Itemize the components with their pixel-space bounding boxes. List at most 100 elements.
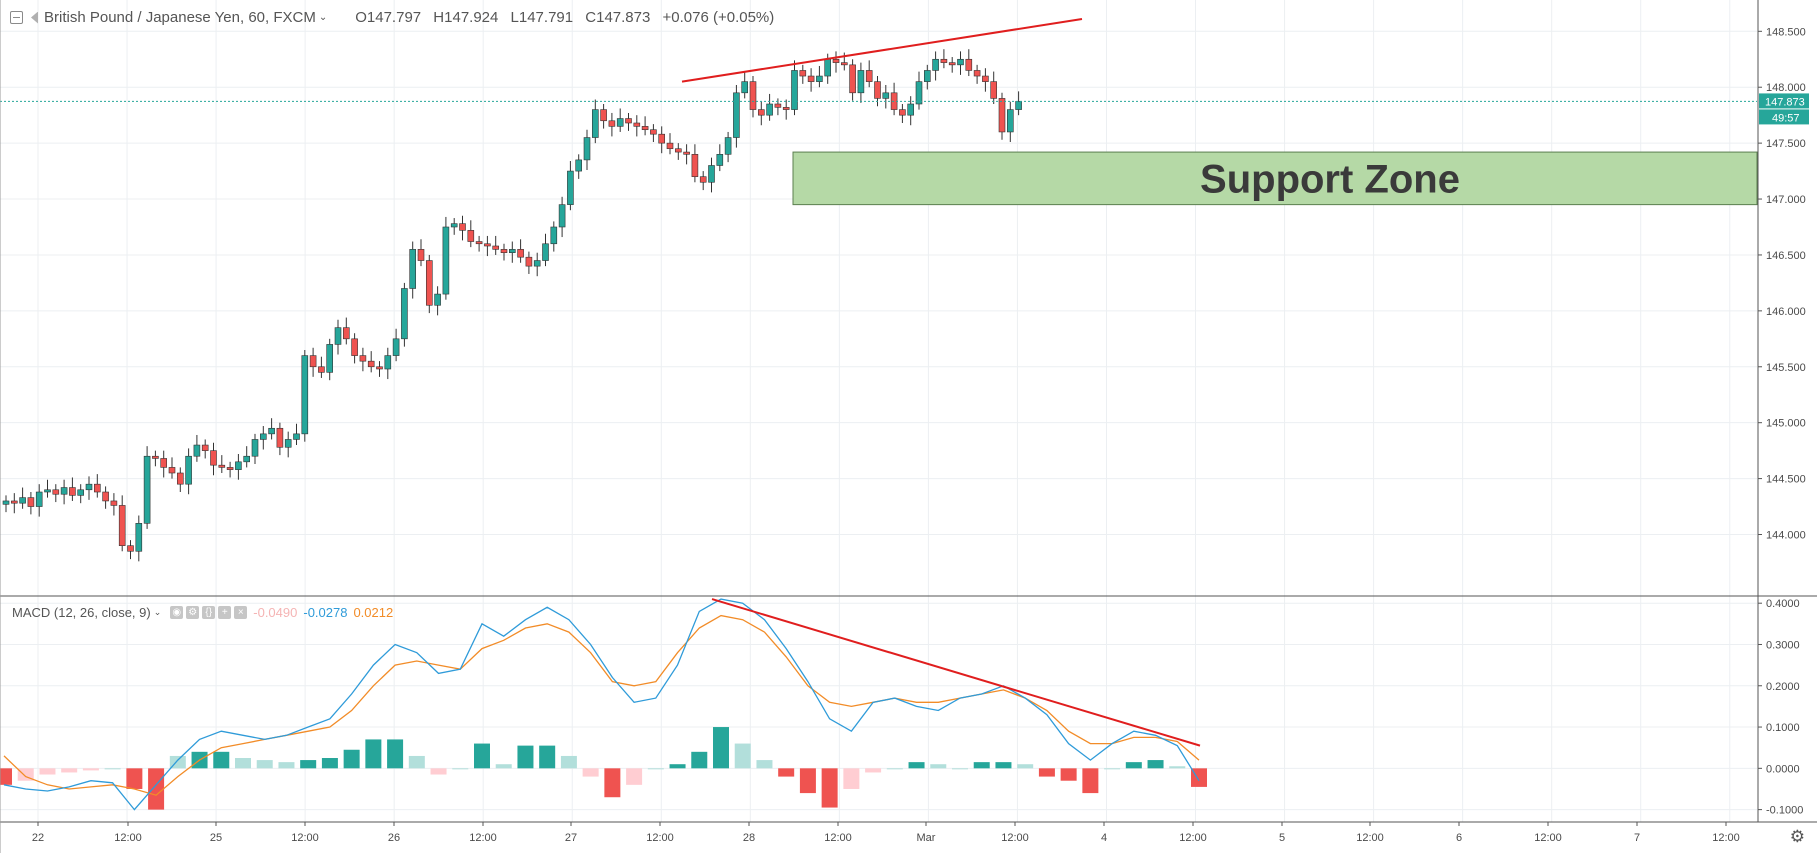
more-icon[interactable]: + <box>218 606 232 619</box>
gear-icon[interactable]: ⚙ <box>1789 827 1805 846</box>
candle <box>633 115 641 137</box>
candle-body <box>27 497 35 507</box>
candle <box>417 239 425 267</box>
candle-body <box>716 154 724 166</box>
histogram-bar <box>343 749 360 769</box>
candle <box>201 439 209 459</box>
chevron-down-icon[interactable]: ⌄ <box>318 12 328 23</box>
candle <box>791 60 798 116</box>
flag-icon[interactable] <box>31 11 38 24</box>
histogram-bar <box>235 758 251 769</box>
candle <box>517 239 524 263</box>
histogram-bar <box>1125 762 1142 769</box>
candle <box>965 49 973 77</box>
candle-body <box>69 487 76 496</box>
candle-body <box>899 109 906 116</box>
candle-body <box>102 491 109 502</box>
candle <box>683 144 690 165</box>
x-tick-label: 12:00 <box>291 832 319 844</box>
histogram-bar <box>104 768 121 770</box>
candle <box>168 457 176 479</box>
candle-body <box>268 427 275 435</box>
candle-body <box>467 230 475 242</box>
candle <box>899 103 906 124</box>
candle <box>666 133 674 155</box>
price-tag-bg <box>1759 93 1809 109</box>
candle-body <box>600 109 607 122</box>
candle <box>243 446 250 468</box>
candle <box>52 484 60 503</box>
chevron-down-icon[interactable]: ⌄ <box>153 607 162 617</box>
ohlc-values: O147.797 H147.924 L147.791 C147.873 +0.0… <box>355 9 782 26</box>
candle <box>342 317 350 345</box>
candle <box>973 64 981 84</box>
histogram-bar <box>1060 768 1077 781</box>
candle-body <box>874 81 881 99</box>
candle-body <box>459 223 466 231</box>
histogram-bar <box>387 739 404 769</box>
time-axis[interactable]: 22 12:00 25 12:00 26 12:00 27 12:00 28 12:00 Mar 12… <box>32 822 1740 844</box>
candle-body <box>401 288 408 340</box>
histogram-bar <box>843 768 860 789</box>
candle-body <box>633 122 641 127</box>
candle <box>226 461 234 478</box>
candle-body <box>915 81 923 105</box>
candle-body <box>434 293 441 306</box>
visibility-icon[interactable]: ◉ <box>170 606 184 619</box>
candle <box>135 515 143 562</box>
candle <box>235 453 242 480</box>
candle-body <box>625 118 632 124</box>
countdown-tag-value: 49:57 <box>1772 112 1800 124</box>
candle <box>583 129 591 170</box>
macd-legend: MACD (12, 26, close, 9) ⌄ ◉ ⚙ {} + × -0.… <box>12 605 393 620</box>
price-trendline <box>681 18 1083 83</box>
x-tick-label: 12:00 <box>1534 832 1562 844</box>
source-code-icon[interactable]: {} <box>202 606 216 619</box>
symbol-title[interactable]: British Pound / Japanese Yen, 60, FXCM <box>44 9 316 26</box>
candle <box>143 446 151 529</box>
x-tick-label: 12:00 <box>1356 832 1384 844</box>
candle <box>1006 101 1014 143</box>
candle-body <box>450 223 458 228</box>
histogram-bar <box>539 745 556 769</box>
macd-tick-label: 0.0000 <box>1766 763 1800 775</box>
macd-axis[interactable]: -0.1000 0.0000 0.1000 0.2000 0.3000 0.4000 <box>1758 598 1803 817</box>
candle-body <box>650 129 657 135</box>
x-tick-label: 5 <box>1279 832 1285 844</box>
settings-icon[interactable]: ⚙ <box>186 606 200 619</box>
candle-body <box>990 81 998 99</box>
change-value: +0.076 (+0.05%) <box>662 9 775 26</box>
candle-body <box>857 70 865 94</box>
candle <box>542 233 549 267</box>
candle <box>575 154 583 179</box>
candlestick-series <box>2 49 1022 562</box>
candle-body <box>425 260 433 306</box>
macd-title[interactable]: MACD (12, 26, close, 9) <box>12 605 151 620</box>
collapse-icon[interactable] <box>10 11 23 24</box>
candle <box>691 144 699 183</box>
candle-body <box>185 455 192 485</box>
close-icon[interactable]: × <box>234 606 248 619</box>
candle-body <box>865 70 873 82</box>
price-axis[interactable]: 144.000 144.500 145.000 145.500 146.000 146.5… <box>1758 26 1806 541</box>
candle-body <box>542 243 549 261</box>
x-tick-label: 12:00 <box>1001 832 1029 844</box>
candle <box>749 76 757 118</box>
x-tick-label: 12:00 <box>1179 832 1207 844</box>
candle <box>982 68 989 92</box>
candle-body <box>367 360 375 368</box>
candle-body <box>392 338 400 356</box>
candle-body <box>85 483 93 491</box>
candle-body <box>525 256 533 267</box>
candle-body <box>832 58 840 63</box>
candle-body <box>558 204 566 228</box>
candle-body <box>940 58 948 63</box>
candle-body <box>749 81 757 110</box>
candle <box>334 319 342 355</box>
candle-body <box>691 154 699 177</box>
candle-body <box>60 487 68 495</box>
candle-body <box>210 450 217 466</box>
x-tick-label: 12:00 <box>646 832 674 844</box>
histogram-bar <box>1104 768 1121 770</box>
